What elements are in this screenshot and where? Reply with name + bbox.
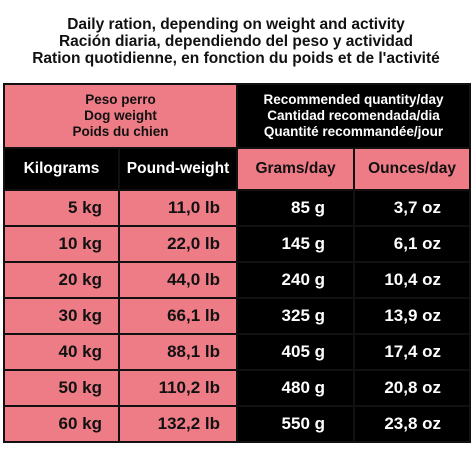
kilograms-header: Kilograms: [3, 147, 120, 191]
pound-weight-cell: 11,0 lb: [117, 189, 239, 227]
group-header-row: Peso perro Dog weight Poids du chien Rec…: [2, 83, 472, 149]
grams-per-day-cell: 85 g: [236, 189, 356, 227]
recommended-label-fr: Quantité recommandée/jour: [263, 124, 444, 139]
title-line-fr: Ration quotidienne, en fonction du poids…: [32, 50, 440, 67]
kilograms-cell: 10 kg: [3, 225, 120, 263]
grams-per-day-cell: 405 g: [236, 333, 356, 371]
grams-per-day-cell: 145 g: [236, 225, 356, 263]
ounces-per-day-cell: 13,9 oz: [353, 297, 472, 335]
recommended-label-es: Cantidad recomendada/dia: [267, 108, 440, 123]
kilograms-cell: 40 kg: [3, 333, 120, 371]
column-header-row: Kilograms Pound-weight Grams/day Ounces/…: [3, 147, 472, 191]
table-row: 10 kg 22,0 lb 145 g 6,1 oz: [3, 225, 472, 263]
dog-weight-label-es: Peso perro: [85, 92, 156, 107]
table-row: 5 kg 11,0 lb 85 g 3,7 oz: [3, 189, 472, 227]
ration-rows: 5 kg 11,0 lb 85 g 3,7 oz 10 kg 22,0 lb 145 g 6,…: [3, 189, 472, 443]
pound-weight-cell: 88,1 lb: [117, 333, 239, 371]
kilograms-cell: 20 kg: [3, 261, 120, 299]
ounces-per-day-cell: 17,4 oz: [353, 333, 472, 371]
kilograms-cell: 5 kg: [3, 189, 120, 227]
ounces-per-day-cell: 3,7 oz: [353, 189, 472, 227]
kilograms-cell: 60 kg: [3, 405, 120, 443]
table-row: 30 kg 66,1 lb 325 g 13,9 oz: [3, 297, 472, 335]
pound-weight-header: Pound-weight: [117, 147, 239, 191]
grams-per-day-header: Grams/day: [236, 147, 356, 191]
grams-per-day-cell: 240 g: [236, 261, 356, 299]
ounces-per-day-cell: 6,1 oz: [353, 225, 472, 263]
kilograms-cell: 50 kg: [3, 369, 120, 407]
dog-weight-group-header: Peso perro Dog weight Poids du chien: [2, 83, 239, 149]
table-row: 60 kg 132,2 lb 550 g 23,8 oz: [3, 405, 472, 443]
recommended-quantity-group-header: Recommended quantity/day Cantidad recome…: [236, 83, 472, 149]
table-row: 40 kg 88,1 lb 405 g 17,4 oz: [3, 333, 472, 371]
title-line-en: Daily ration, depending on weight and ac…: [67, 16, 405, 33]
pound-weight-cell: 66,1 lb: [117, 297, 239, 335]
ounces-per-day-cell: 10,4 oz: [353, 261, 472, 299]
grams-per-day-cell: 550 g: [236, 405, 356, 443]
recommended-label-en: Recommended quantity/day: [263, 92, 444, 107]
chart-title: Daily ration, depending on weight and ac…: [0, 16, 472, 67]
dog-weight-label-en: Dog weight: [84, 108, 157, 123]
kilograms-cell: 30 kg: [3, 297, 120, 335]
ounces-per-day-cell: 20,8 oz: [353, 369, 472, 407]
title-line-es: Ración diaria, dependiendo del peso y ac…: [58, 33, 413, 50]
dog-weight-label-fr: Poids du chien: [72, 124, 169, 139]
pound-weight-cell: 44,0 lb: [117, 261, 239, 299]
pound-weight-cell: 110,2 lb: [117, 369, 239, 407]
ounces-per-day-cell: 23,8 oz: [353, 405, 472, 443]
ounces-per-day-header: Ounces/day: [353, 147, 472, 191]
pound-weight-cell: 22,0 lb: [117, 225, 239, 263]
pound-weight-cell: 132,2 lb: [117, 405, 239, 443]
table-row: 50 kg 110,2 lb 480 g 20,8 oz: [3, 369, 472, 407]
grams-per-day-cell: 480 g: [236, 369, 356, 407]
ration-table: Peso perro Dog weight Poids du chien Rec…: [2, 83, 472, 443]
table-row: 20 kg 44,0 lb 240 g 10,4 oz: [3, 261, 472, 299]
grams-per-day-cell: 325 g: [236, 297, 356, 335]
